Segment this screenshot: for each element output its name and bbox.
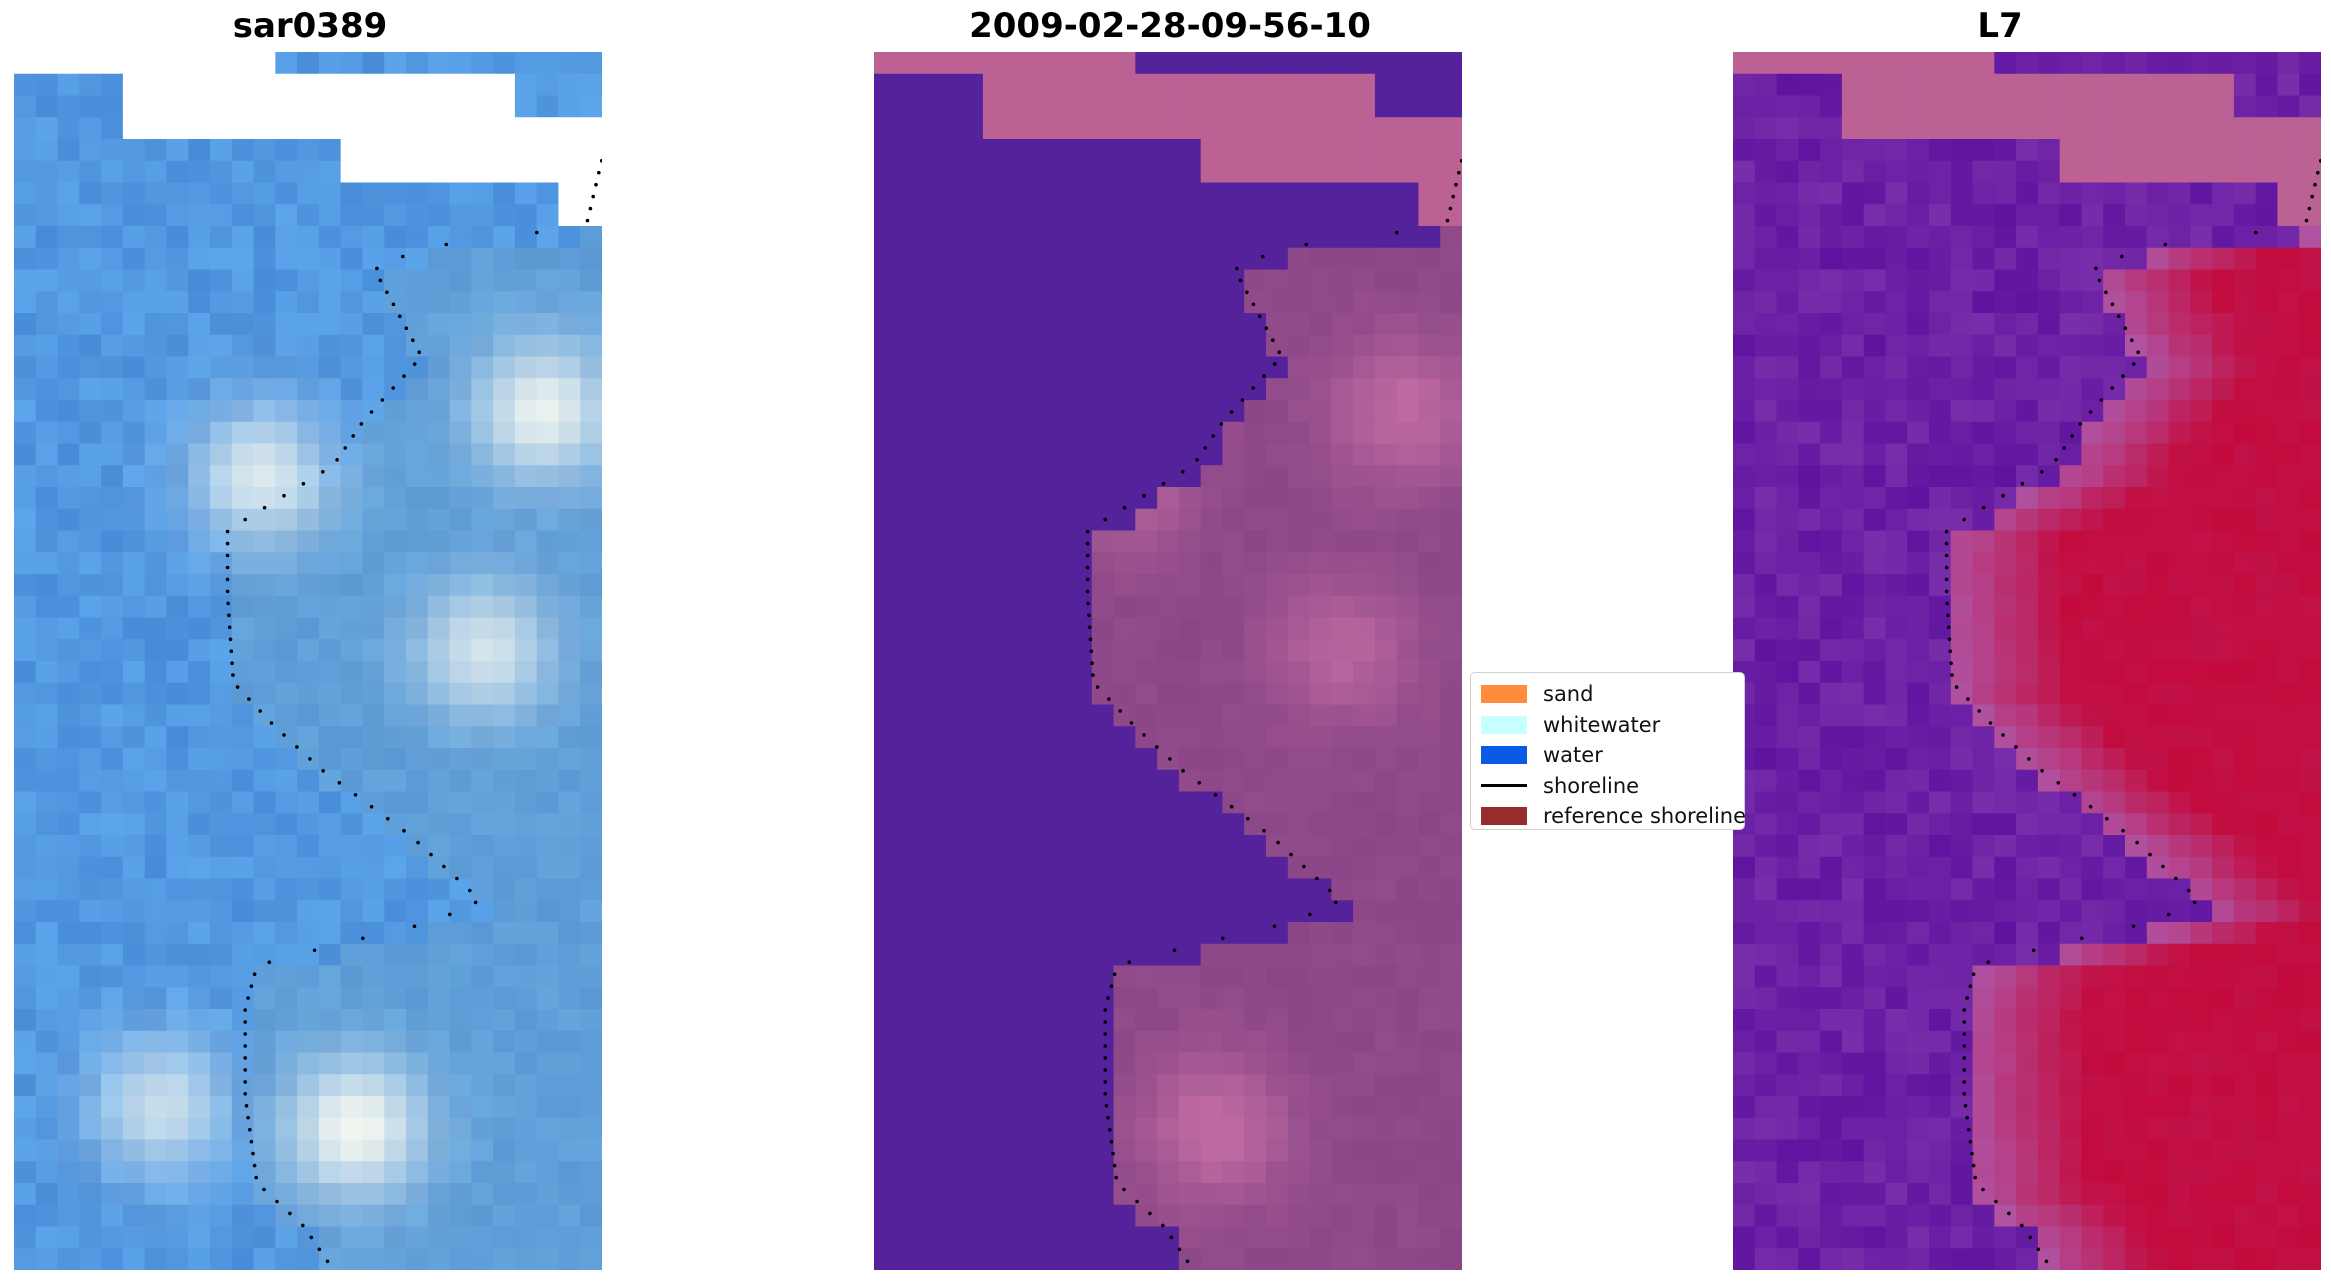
legend-line-shoreline xyxy=(1481,784,1527,788)
panel-title-rgb: sar0389 xyxy=(232,6,388,46)
legend-swatch-reference-shoreline xyxy=(1481,807,1527,826)
legend-item-whitewater: whitewater xyxy=(1481,710,1734,741)
legend-swatch-sand xyxy=(1481,685,1527,704)
legend-label-whitewater: whitewater xyxy=(1543,712,1661,737)
classified-image xyxy=(874,52,1462,1270)
legend-label-reference-shoreline: reference shoreline xyxy=(1543,804,1747,829)
rgb-satellite-image xyxy=(14,52,602,1270)
index-image-panel xyxy=(1733,52,2321,1270)
legend-item-sand: sand xyxy=(1481,679,1734,710)
legend-swatch-whitewater xyxy=(1481,715,1527,734)
legend: sand whitewater water shoreline referenc… xyxy=(1470,672,1746,832)
legend-swatch-water xyxy=(1481,746,1527,765)
legend-label-sand: sand xyxy=(1543,682,1594,707)
legend-item-reference-shoreline: reference shoreline xyxy=(1481,801,1746,832)
panel-title-index: L7 xyxy=(1977,6,2023,46)
legend-item-shoreline: shoreline xyxy=(1481,771,1734,802)
legend-label-water: water xyxy=(1543,743,1603,768)
index-image xyxy=(1733,52,2321,1270)
panel-title-classified: 2009-02-28-09-56-10 xyxy=(969,6,1371,46)
legend-label-shoreline: shoreline xyxy=(1543,773,1640,798)
legend-item-water: water xyxy=(1481,740,1734,771)
rgb-image-panel xyxy=(14,52,602,1270)
classified-image-panel xyxy=(874,52,1462,1270)
